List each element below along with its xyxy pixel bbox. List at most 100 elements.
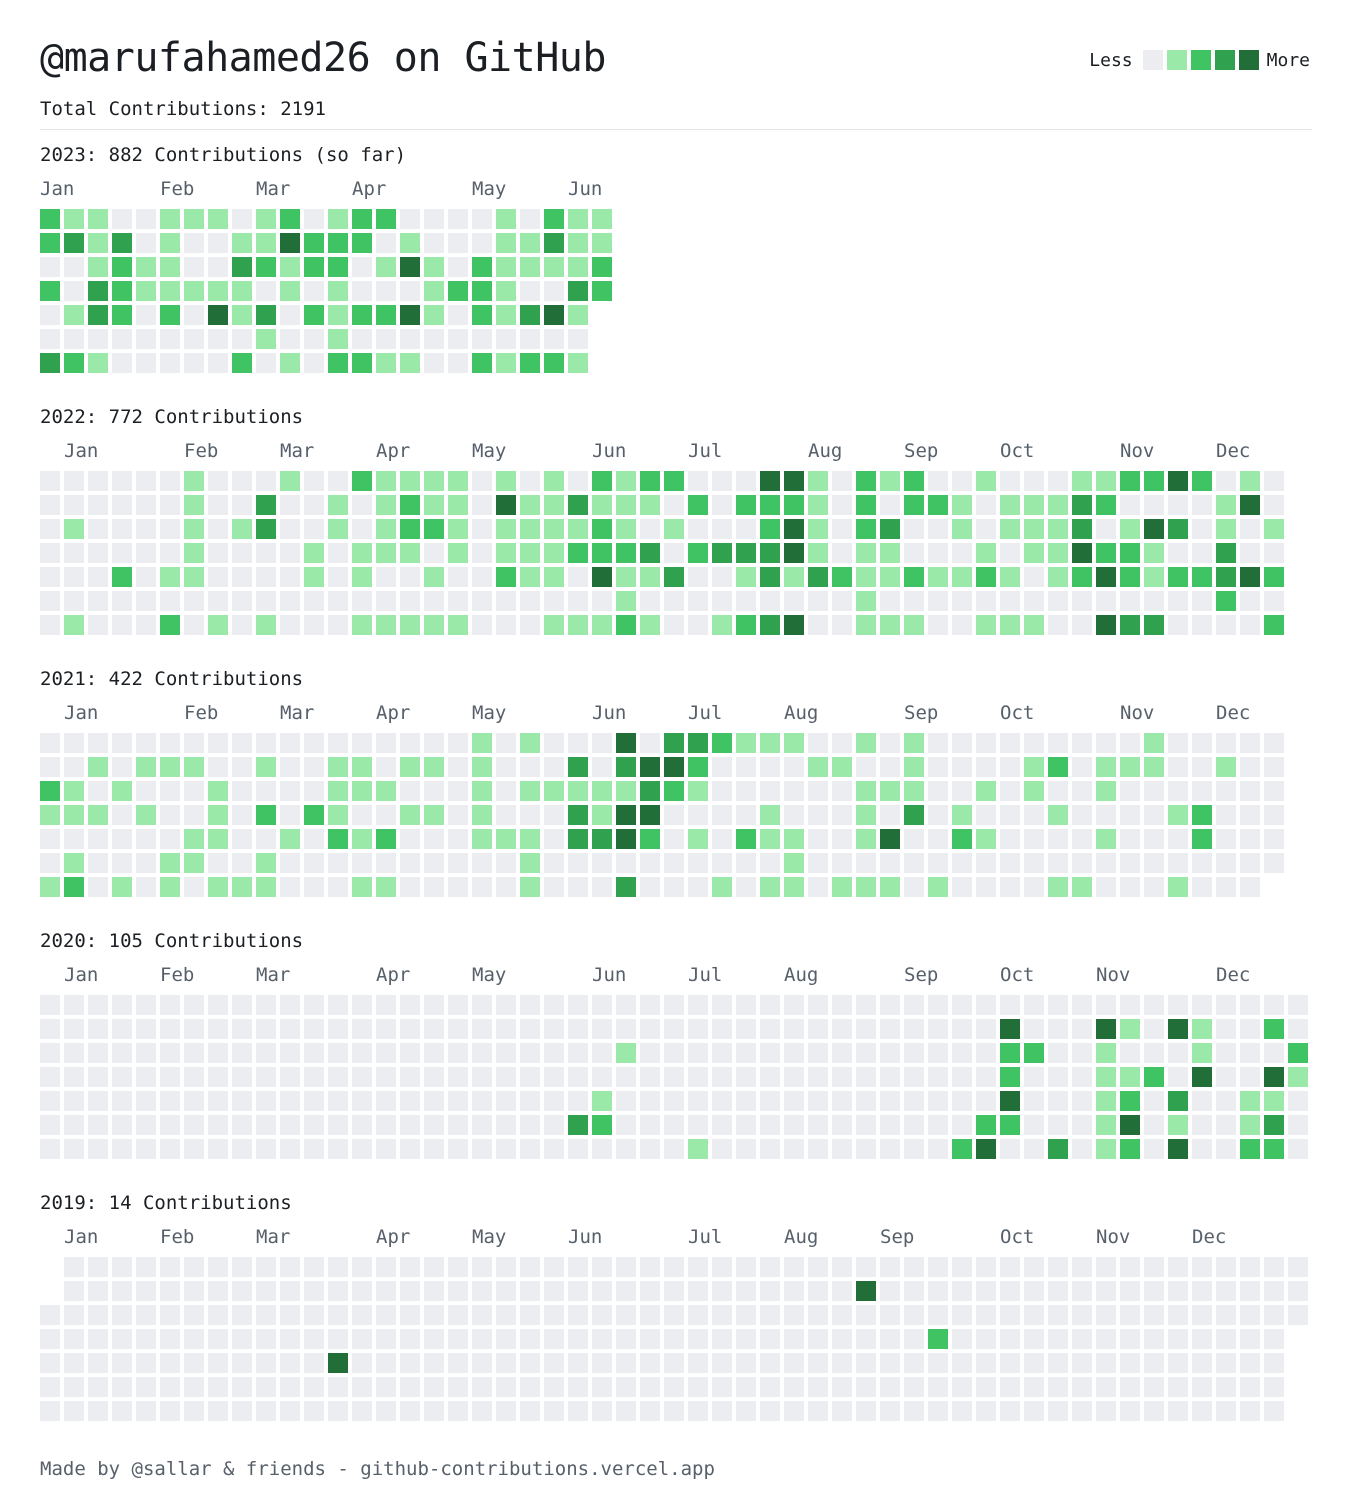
day-cell[interactable] [736,1353,756,1373]
day-cell[interactable] [736,995,756,1015]
day-cell[interactable] [400,1091,420,1111]
day-cell[interactable] [64,495,84,515]
day-cell[interactable] [1192,781,1212,801]
day-cell[interactable] [448,733,468,753]
day-cell[interactable] [472,543,492,563]
day-cell[interactable] [1192,1115,1212,1135]
day-cell[interactable] [424,495,444,515]
day-cell[interactable] [256,495,276,515]
day-cell[interactable] [760,1043,780,1063]
day-cell[interactable] [1192,615,1212,635]
day-cell[interactable] [1000,567,1020,587]
day-cell[interactable] [784,1281,804,1301]
day-cell[interactable] [640,995,660,1015]
day-cell[interactable] [544,1401,564,1421]
day-cell[interactable] [856,591,876,611]
day-cell[interactable] [880,1139,900,1159]
day-cell[interactable] [376,353,396,373]
day-cell[interactable] [904,805,924,825]
day-cell[interactable] [184,1115,204,1135]
day-cell[interactable] [352,1091,372,1111]
day-cell[interactable] [712,1281,732,1301]
day-cell[interactable] [328,495,348,515]
day-cell[interactable] [112,995,132,1015]
day-cell[interactable] [640,519,660,539]
day-cell[interactable] [160,519,180,539]
day-cell[interactable] [1000,471,1020,491]
day-cell[interactable] [856,995,876,1015]
day-cell[interactable] [760,853,780,873]
day-cell[interactable] [280,519,300,539]
day-cell[interactable] [952,995,972,1015]
day-cell[interactable] [640,1377,660,1397]
day-cell[interactable] [1072,757,1092,777]
day-cell[interactable] [64,209,84,229]
day-cell[interactable] [400,733,420,753]
day-cell[interactable] [952,519,972,539]
day-cell[interactable] [424,353,444,373]
day-cell[interactable] [568,615,588,635]
day-cell[interactable] [1216,1377,1236,1397]
day-cell[interactable] [496,757,516,777]
day-cell[interactable] [376,995,396,1015]
day-cell[interactable] [184,281,204,301]
day-cell[interactable] [280,805,300,825]
day-cell[interactable] [544,995,564,1015]
day-cell[interactable] [640,829,660,849]
day-cell[interactable] [544,353,564,373]
day-cell[interactable] [40,591,60,611]
day-cell[interactable] [1048,757,1068,777]
day-cell[interactable] [1144,471,1164,491]
day-cell[interactable] [976,1401,996,1421]
day-cell[interactable] [160,829,180,849]
day-cell[interactable] [400,495,420,515]
day-cell[interactable] [1072,1257,1092,1277]
day-cell[interactable] [112,353,132,373]
day-cell[interactable] [1000,519,1020,539]
day-cell[interactable] [448,233,468,253]
day-cell[interactable] [184,805,204,825]
day-cell[interactable] [1120,781,1140,801]
day-cell[interactable] [1120,543,1140,563]
day-cell[interactable] [496,877,516,897]
day-cell[interactable] [1240,495,1260,515]
day-cell[interactable] [1216,733,1236,753]
day-cell[interactable] [1096,591,1116,611]
day-cell[interactable] [568,305,588,325]
day-cell[interactable] [928,877,948,897]
day-cell[interactable] [376,233,396,253]
day-cell[interactable] [736,877,756,897]
day-cell[interactable] [808,591,828,611]
day-cell[interactable] [1024,805,1044,825]
day-cell[interactable] [784,471,804,491]
day-cell[interactable] [472,781,492,801]
day-cell[interactable] [880,1377,900,1397]
day-cell[interactable] [640,757,660,777]
day-cell[interactable] [1288,1305,1308,1325]
day-cell[interactable] [40,257,60,277]
day-cell[interactable] [520,471,540,491]
day-cell[interactable] [448,1091,468,1111]
day-cell[interactable] [1264,1067,1284,1087]
day-cell[interactable] [760,1281,780,1301]
day-cell[interactable] [640,853,660,873]
day-cell[interactable] [832,1329,852,1349]
day-cell[interactable] [664,1115,684,1135]
day-cell[interactable] [304,281,324,301]
day-cell[interactable] [1120,733,1140,753]
day-cell[interactable] [808,853,828,873]
day-cell[interactable] [1000,1139,1020,1159]
day-cell[interactable] [1240,1257,1260,1277]
day-cell[interactable] [256,829,276,849]
day-cell[interactable] [1240,1067,1260,1087]
day-cell[interactable] [472,733,492,753]
day-cell[interactable] [856,567,876,587]
day-cell[interactable] [256,209,276,229]
day-cell[interactable] [376,1067,396,1087]
day-cell[interactable] [256,781,276,801]
day-cell[interactable] [616,1139,636,1159]
day-cell[interactable] [1264,519,1284,539]
day-cell[interactable] [232,353,252,373]
day-cell[interactable] [1192,519,1212,539]
day-cell[interactable] [736,1257,756,1277]
